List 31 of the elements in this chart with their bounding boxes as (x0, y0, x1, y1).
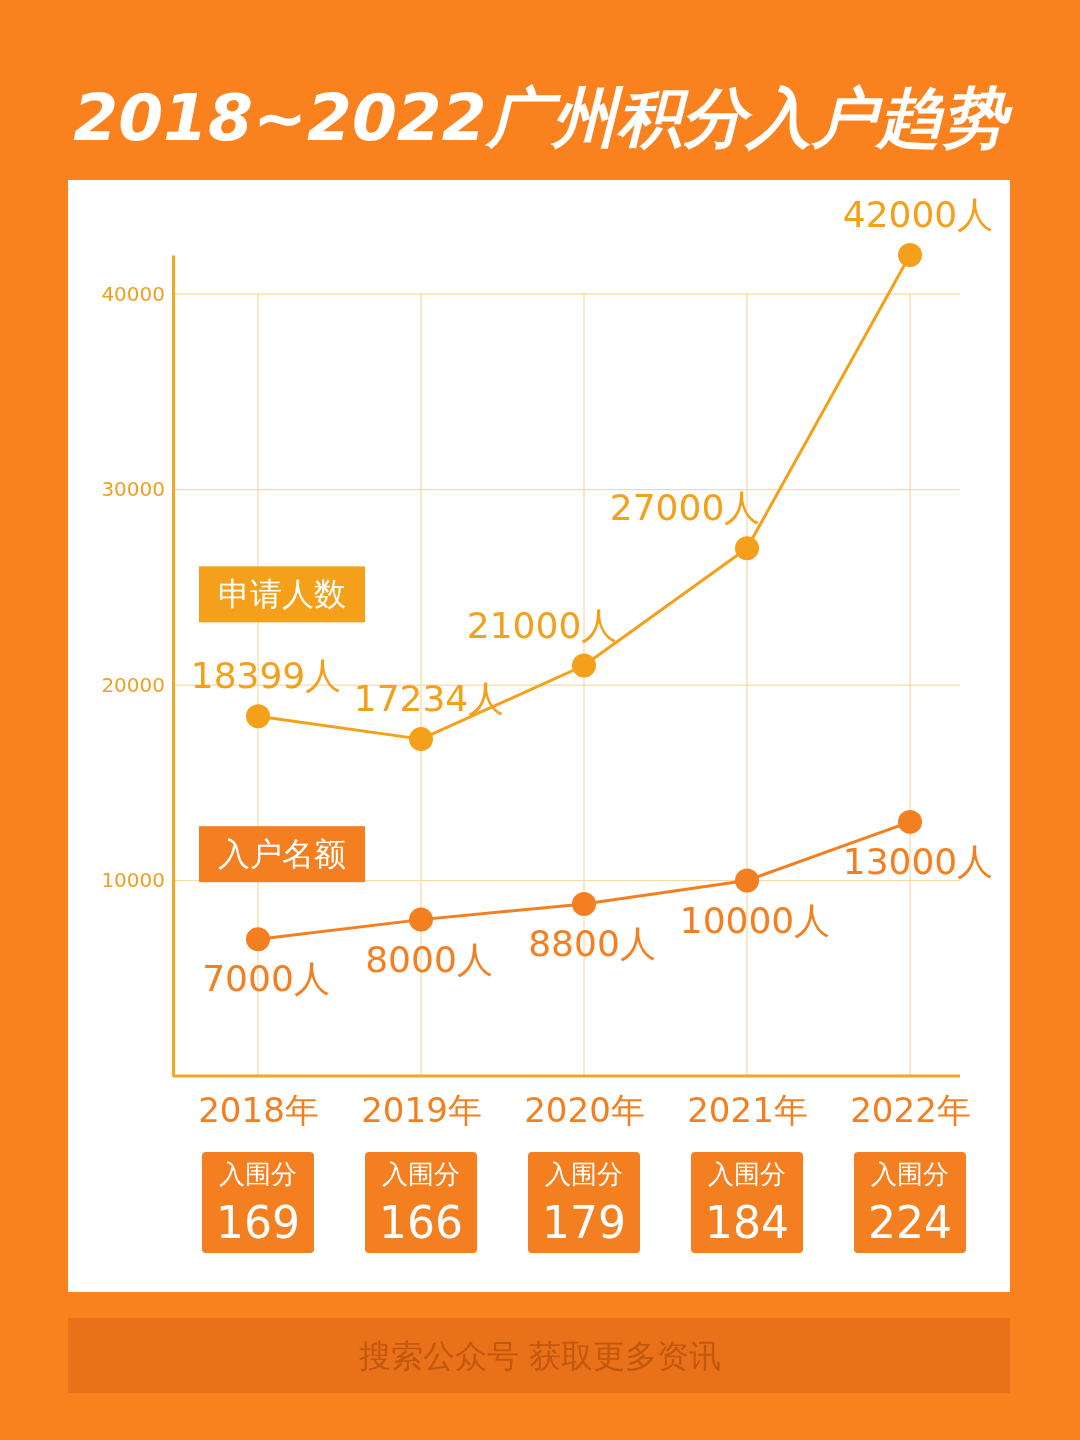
y-tick-label: 30000 (101, 477, 165, 502)
x-tick-label: 2020年 (524, 1090, 645, 1131)
text: 申请人数 (218, 575, 346, 614)
chart-title: 2018~2022广州积分入户趋势 (73, 80, 1013, 155)
text: 入围分 166 (379, 1159, 463, 1248)
data-label: 27000人 (609, 487, 761, 529)
text: 入围分 224 (868, 1159, 952, 1248)
x-tick-label: 2019年 (361, 1090, 482, 1131)
series-label: 入户名额 (218, 835, 346, 874)
y-tick-label: 10000 (101, 868, 165, 893)
y-tick-label: 20000 (101, 672, 165, 697)
data-label: 21000人 (466, 604, 618, 646)
data-label: 8000人 (365, 938, 493, 980)
text: 入围分 184 (705, 1159, 789, 1248)
data-label: 42000人 (842, 194, 994, 235)
x-tick-label: 2021年 (687, 1090, 808, 1131)
point (898, 243, 922, 267)
text: 入围分 179 (542, 1159, 626, 1248)
point (898, 809, 922, 834)
point (246, 927, 270, 952)
x-tick-label: 2018年 (198, 1090, 319, 1131)
data-label: 18399人 (190, 655, 342, 697)
data-label: 10000人 (679, 899, 831, 941)
x-tick-label: 2022年 (850, 1090, 971, 1131)
point (246, 704, 270, 729)
data-label: 8800人 (528, 922, 656, 964)
y-tick-label: 40000 (101, 282, 165, 306)
data-label: 7000人 (202, 958, 330, 1000)
text: 入围分 169 (216, 1159, 300, 1248)
data-label: 13000人 (842, 840, 994, 882)
data-label: 17234人 (353, 678, 505, 720)
